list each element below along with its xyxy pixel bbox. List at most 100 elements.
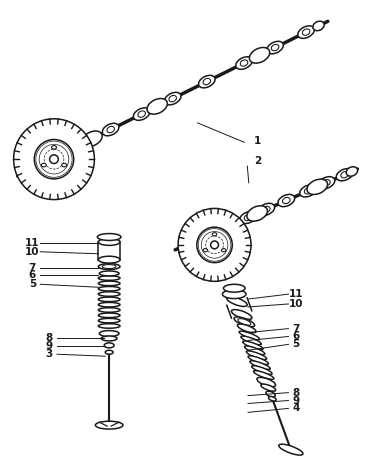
Ellipse shape [240,60,248,66]
Ellipse shape [223,284,245,292]
Text: 2: 2 [254,156,261,166]
Ellipse shape [261,384,276,391]
Ellipse shape [244,214,252,221]
Ellipse shape [240,211,256,224]
Circle shape [50,155,58,163]
Ellipse shape [98,281,120,285]
Ellipse shape [269,397,276,401]
Ellipse shape [199,76,215,88]
Ellipse shape [300,185,317,197]
Ellipse shape [51,146,57,149]
Ellipse shape [313,21,324,31]
Ellipse shape [236,57,252,69]
Ellipse shape [238,319,251,325]
Text: 6: 6 [293,332,300,342]
Text: 10: 10 [289,299,303,309]
Ellipse shape [247,206,268,221]
Ellipse shape [98,264,120,269]
Ellipse shape [98,323,120,328]
Ellipse shape [258,203,275,216]
Text: 7: 7 [28,263,36,273]
Ellipse shape [98,292,120,296]
Ellipse shape [133,108,150,120]
Ellipse shape [102,265,116,268]
Text: 11: 11 [289,289,303,299]
Ellipse shape [82,131,102,147]
Ellipse shape [248,356,269,364]
Ellipse shape [98,286,120,291]
Ellipse shape [257,378,276,387]
Ellipse shape [37,156,54,168]
Ellipse shape [99,271,119,276]
Ellipse shape [95,421,123,429]
Ellipse shape [97,234,121,240]
Ellipse shape [98,313,120,318]
Ellipse shape [98,256,120,263]
Ellipse shape [98,318,120,323]
Text: 4: 4 [293,403,300,413]
Ellipse shape [245,346,265,355]
Ellipse shape [249,48,270,63]
Ellipse shape [243,341,263,350]
Ellipse shape [65,142,82,154]
Ellipse shape [169,95,176,102]
Ellipse shape [298,26,314,38]
Ellipse shape [305,188,312,194]
Ellipse shape [250,361,270,370]
Ellipse shape [138,111,145,117]
Ellipse shape [212,233,217,236]
Ellipse shape [203,78,211,85]
Ellipse shape [204,232,212,238]
Ellipse shape [62,163,67,167]
Ellipse shape [234,317,255,327]
Ellipse shape [98,297,120,302]
Ellipse shape [98,303,120,307]
Ellipse shape [318,177,335,189]
Ellipse shape [246,351,267,360]
Text: 8: 8 [293,388,300,398]
Ellipse shape [41,163,46,167]
Ellipse shape [241,336,261,345]
Ellipse shape [209,223,229,238]
Ellipse shape [104,343,114,348]
Text: 5: 5 [293,339,300,350]
Ellipse shape [98,276,120,280]
Ellipse shape [231,310,252,319]
Ellipse shape [341,171,349,178]
Ellipse shape [102,124,119,136]
Ellipse shape [262,206,270,213]
Text: 6: 6 [29,270,36,280]
Text: 7: 7 [293,323,300,333]
Ellipse shape [266,391,275,397]
Ellipse shape [238,324,256,333]
Ellipse shape [307,179,327,194]
Ellipse shape [271,44,279,51]
Text: 10: 10 [25,247,40,257]
Ellipse shape [222,248,226,252]
Circle shape [211,241,218,249]
Ellipse shape [101,336,117,341]
Circle shape [178,209,251,281]
Ellipse shape [70,145,77,151]
Ellipse shape [203,248,208,252]
Ellipse shape [278,194,295,207]
Ellipse shape [239,331,259,340]
Ellipse shape [99,331,119,336]
Ellipse shape [267,41,283,54]
Ellipse shape [226,222,233,229]
Circle shape [197,227,232,263]
Ellipse shape [107,126,114,133]
Ellipse shape [302,29,310,35]
Ellipse shape [323,180,330,186]
Ellipse shape [221,219,238,232]
Ellipse shape [98,308,120,312]
Ellipse shape [183,237,200,248]
Ellipse shape [253,370,274,380]
Ellipse shape [105,350,113,354]
Circle shape [34,140,74,179]
Ellipse shape [222,290,246,299]
Circle shape [14,119,94,200]
Ellipse shape [147,98,167,114]
Ellipse shape [98,238,120,246]
Ellipse shape [252,366,272,374]
